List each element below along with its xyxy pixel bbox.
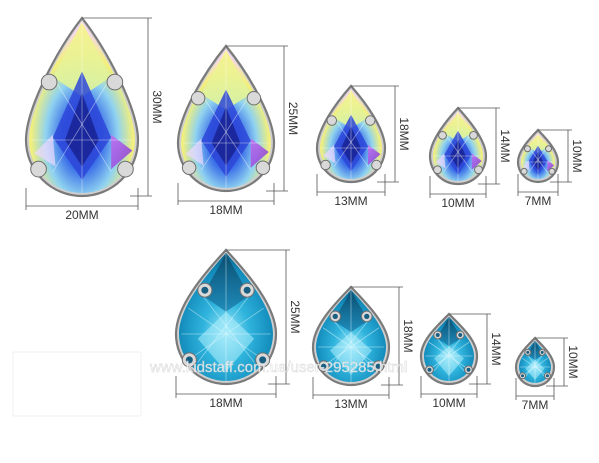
width-label: 10MM [441,196,474,210]
aquamarine-dimension-1: 18MM 25MM [175,249,302,410]
height-label: 18MM [397,117,411,150]
claw-setting-icon [523,145,531,153]
claw-setting-icon [474,165,483,175]
claw-setting-icon [364,115,376,126]
width-label: 18MM [209,203,242,217]
aquamarine-crystal-row: 18MM 25MM 13MM 18MM 10MM 14MM 7MM 10MM [174,248,580,412]
height-label: 25MM [286,102,300,135]
ab-dimension-2: 18MM 25MM [177,45,300,217]
height-label: 14MM [489,332,503,365]
gem-facets [31,22,133,193]
height-label: 25MM [288,300,302,333]
gem-facets [519,342,551,383]
claw-setting-icon [326,115,338,126]
height-label: 10MM [566,345,580,378]
claw-setting-icon [545,145,553,153]
aquamarine-dimension-2: 13MM 18MM [312,286,415,411]
gem-facets [521,134,555,179]
ab-stone-5: 7MM 10MM [516,128,584,208]
claw-setting-icon [255,160,271,175]
gem-facets [183,50,269,188]
claw-setting-icon [30,160,47,178]
height-label: 14MM [498,129,512,162]
width-label: 7MM [522,398,549,412]
gem-facets [321,90,381,179]
ab-dimension-3: 13MM 18MM [316,85,411,208]
aquamarine-dimension-3: 10MM 14MM [420,313,503,410]
ab-stone-1: 20MM 30MM [24,16,164,222]
watermark-text: www.kidstaff.com.ua/user-295285.html [149,359,407,376]
width-label: 10MM [432,396,465,410]
claw-setting-icon [469,130,478,140]
width-label: 18MM [209,396,242,410]
blank-card [12,351,142,417]
gem-facets [317,291,385,382]
width-label: 7MM [525,194,552,208]
height-label: 30MM [150,90,164,123]
ab-dimension-1: 20MM 30MM [25,17,164,222]
gem-facets [181,254,271,381]
width-label: 13MM [334,397,367,411]
gem-facets [425,318,473,381]
claw-setting-icon [520,167,528,175]
aquamarine-stone-4: 7MM 10MM [514,336,580,412]
aquamarine-stone-1: 18MM 25MM [174,248,302,410]
aquamarine-dimension-4: 7MM 10MM [515,337,580,412]
claw-setting-icon [433,165,442,175]
ab-stone-4: 10MM 14MM [428,106,512,210]
claw-setting-icon [320,159,331,171]
claw-setting-icon [181,160,197,175]
claw-setting-icon [438,130,447,140]
ab-crystal-row: 20MM 30MM 18MM 25MM 13MM 18MM 10MM 14MM 7MM 10MM [24,16,584,222]
width-label: 13MM [334,194,367,208]
ab-dimension-5: 7MM 10MM [517,129,584,208]
aquamarine-stone-2: 13MM 18MM [311,285,415,411]
claw-setting-icon [246,90,262,106]
ab-stone-3: 13MM 18MM [315,84,411,208]
gem-facets [434,112,482,181]
height-label: 10MM [570,139,584,172]
claw-setting-icon [106,73,124,91]
claw-setting-icon [548,167,556,175]
claw-setting-icon [371,159,382,171]
ab-dimension-4: 10MM 14MM [429,107,512,210]
claw-setting-icon [117,160,134,178]
claw-setting-icon [190,90,206,106]
aquamarine-stone-3: 10MM 14MM [419,312,503,410]
width-label: 20MM [65,208,98,222]
ab-stone-2: 18MM 25MM [176,44,300,217]
claw-setting-icon [40,73,58,91]
height-label: 18MM [401,319,415,352]
